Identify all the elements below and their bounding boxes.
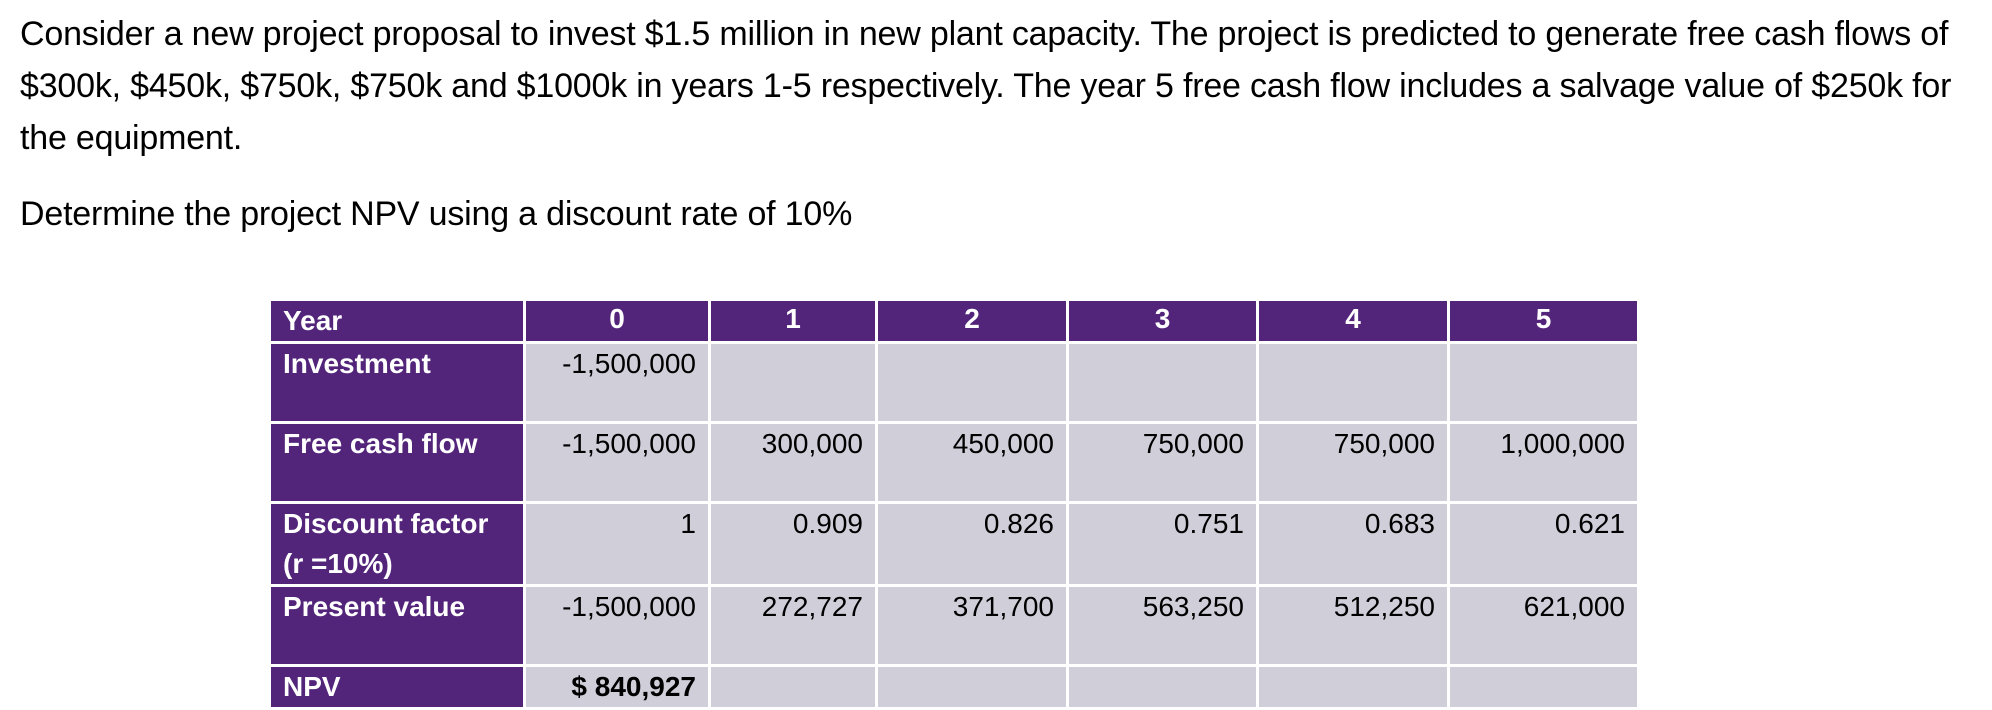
table-cell: 371,700 [875, 584, 1069, 667]
free-cash-flow-row: Free cash flow -1,500,000 300,000 450,00… [268, 421, 1640, 504]
question-statement: Determine the project NPV using a discou… [20, 195, 853, 233]
row-label-subtext: (r =10%) [283, 548, 393, 579]
table-cell: -1,500,000 [523, 584, 711, 667]
header-row: Year 0 1 2 3 4 5 [268, 298, 1640, 344]
table-cell: 512,250 [1256, 584, 1450, 667]
year-header-label: Year [268, 298, 526, 344]
row-label: Discount factor (r =10%) [268, 501, 526, 587]
table-cell: 0.826 [875, 501, 1069, 587]
row-label-text: Discount factor [283, 508, 489, 539]
year-header-cell: 4 [1256, 298, 1450, 344]
table-cell: -1,500,000 [523, 421, 711, 504]
table-cell: 1,000,000 [1447, 421, 1640, 504]
table-cell: 300,000 [708, 421, 878, 504]
npv-row: NPV $ 840,927 [268, 664, 1640, 710]
table-cell: 1 [523, 501, 711, 587]
row-label-text: Present value [283, 591, 466, 622]
table-cell: 450,000 [875, 421, 1069, 504]
table-cell: 0.683 [1256, 501, 1450, 587]
year-header-cell: 1 [708, 298, 878, 344]
row-label: Present value [268, 584, 526, 667]
table-cell [1256, 341, 1450, 424]
table-cell [1066, 664, 1259, 710]
table-cell [1447, 341, 1640, 424]
table-cell: -1,500,000 [523, 341, 711, 424]
table-cell: 0.751 [1066, 501, 1259, 587]
year-header-cell: 3 [1066, 298, 1259, 344]
table-cell [708, 664, 878, 710]
year-header-cell: 0 [523, 298, 711, 344]
year-header-cell: 2 [875, 298, 1069, 344]
row-label: Investment [268, 341, 526, 424]
table-cell: 621,000 [1447, 584, 1640, 667]
table-cell [1447, 664, 1640, 710]
npv-table: Year 0 1 2 3 4 5 Investment -1,500,000 F… [268, 298, 1640, 710]
table-cell: 563,250 [1066, 584, 1259, 667]
table-cell: 272,727 [708, 584, 878, 667]
table-cell: 0.621 [1447, 501, 1640, 587]
row-label-text: Investment [283, 348, 431, 379]
row-label: Free cash flow [268, 421, 526, 504]
table-cell [708, 341, 878, 424]
table-cell: 750,000 [1066, 421, 1259, 504]
year-header-cell: 5 [1447, 298, 1640, 344]
table-cell [1066, 341, 1259, 424]
npv-value: $ 840,927 [523, 664, 711, 710]
table-cell [875, 341, 1069, 424]
present-value-row: Present value -1,500,000 272,727 371,700… [268, 584, 1640, 667]
discount-factor-row: Discount factor (r =10%) 1 0.909 0.826 0.… [268, 501, 1640, 587]
table-cell: 750,000 [1256, 421, 1450, 504]
table-cell [1256, 664, 1450, 710]
row-label-text: Free cash flow [283, 428, 478, 459]
investment-row: Investment -1,500,000 [268, 341, 1640, 424]
table-cell [875, 664, 1069, 710]
problem-statement: Consider a new project proposal to inves… [20, 15, 1952, 157]
table-cell: 0.909 [708, 501, 878, 587]
npv-label: NPV [268, 664, 526, 710]
